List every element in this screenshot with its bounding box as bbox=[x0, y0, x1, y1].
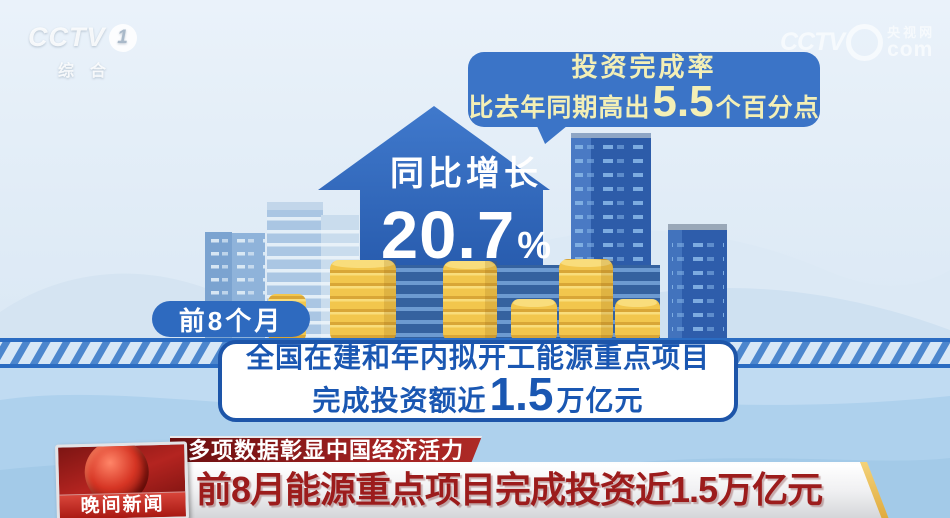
callout-unit: 个百分点 bbox=[715, 93, 820, 122]
growth-percent-sign: % bbox=[517, 225, 552, 267]
summary-prefix: 完成投资额近 bbox=[312, 384, 487, 416]
growth-arrow-label: 同比增长 20.7 % bbox=[358, 146, 574, 274]
summary-suffix: 万亿元 bbox=[556, 384, 644, 416]
topic-strip: 多项数据彰显中国经济活力 bbox=[170, 436, 482, 466]
summary-value: 1.5 bbox=[489, 367, 554, 420]
watermark-site-text: 央视网 com bbox=[887, 26, 935, 60]
growth-value: 20.7 % bbox=[358, 197, 574, 274]
channel-name: 综合 bbox=[58, 63, 123, 80]
summary-box: 全国在建和年内拟开工能源重点项目 完成投资额近 1.5 万亿元 bbox=[218, 340, 738, 422]
headline-bar: 前8月能源重点项目完成投资近1.5万亿元 bbox=[178, 462, 884, 518]
program-logo: 晚间新闻 bbox=[55, 441, 189, 518]
cctv-logo-text: CCTV bbox=[28, 22, 106, 52]
investment-rate-callout: 投资完成率 比去年同期高出 5.5 个百分点 bbox=[468, 52, 820, 127]
coin-stacks bbox=[268, 259, 660, 342]
watermark-site-cn: 央视网 bbox=[887, 24, 936, 40]
cctv1-channel-logo: CCTV 1 综合 bbox=[28, 22, 137, 81]
headline-text: 前8月能源重点项目完成投资近1.5万亿元 bbox=[196, 469, 823, 510]
period-pill: 前8个月 bbox=[152, 301, 310, 337]
growth-title: 同比增长 bbox=[390, 155, 542, 193]
watermark-site-domain: com bbox=[887, 37, 934, 61]
growth-number: 20.7 bbox=[380, 198, 516, 273]
callout-value: 5.5 bbox=[652, 76, 714, 126]
callout-prefix: 比去年同期高出 bbox=[468, 93, 651, 122]
cctv-ring-icon bbox=[846, 24, 884, 61]
callout-title: 投资完成率 bbox=[571, 51, 717, 82]
podium-building bbox=[357, 265, 660, 342]
summary-line2: 完成投资额近 1.5 万亿元 bbox=[312, 367, 644, 421]
channel-number: 1 bbox=[117, 26, 128, 48]
up-arrow-shape bbox=[318, 106, 550, 302]
channel-number-badge: 1 bbox=[108, 23, 137, 52]
topic-text: 多项数据彰显中国经济活力 bbox=[188, 438, 465, 463]
program-name: 晚间新闻 bbox=[59, 491, 186, 518]
summary-line1: 全国在建和年内拟开工能源重点项目 bbox=[245, 341, 710, 373]
cctv-logo-row: CCTV 1 bbox=[28, 22, 137, 53]
callout-comparison: 比去年同期高出 5.5 个百分点 bbox=[468, 76, 820, 128]
